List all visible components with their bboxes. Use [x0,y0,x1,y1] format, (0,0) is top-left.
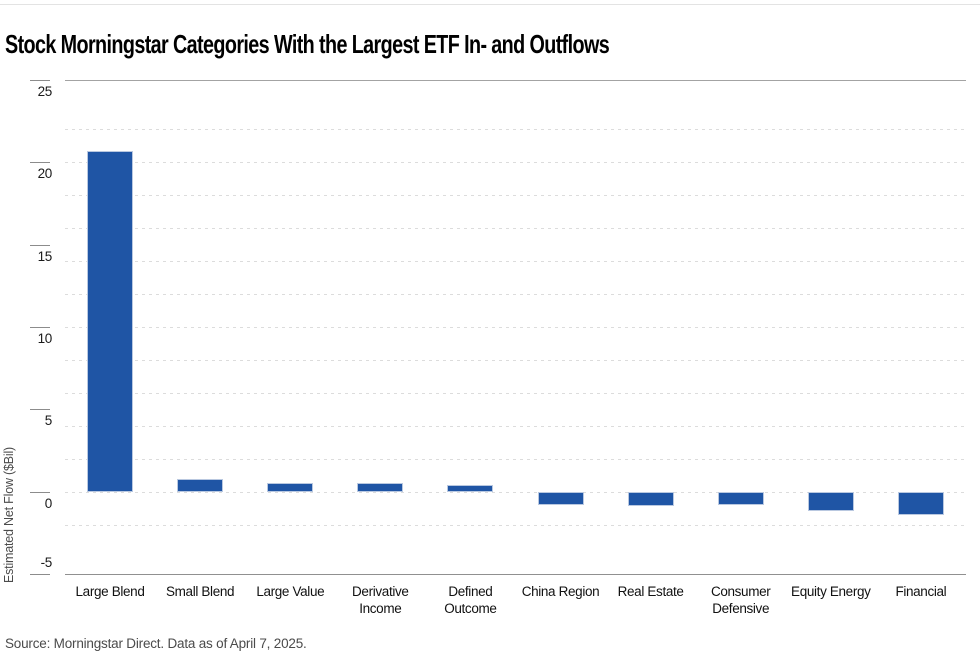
y-axis-tick [30,409,50,411]
minor-gridline [65,392,966,394]
category-label: Real Estate [617,584,684,599]
y-tick-label: 15 [37,248,53,264]
bar-small-blend [177,478,224,492]
minor-gridline [65,294,966,296]
source-note: Source: Morningstar Direct. Data as of A… [5,636,307,651]
minor-gridline [65,425,966,427]
category-label: Consumer Defensive [710,584,771,616]
y-axis-tick [30,574,50,575]
y-tick-label: 20 [37,166,53,182]
bar-china-region [537,491,584,505]
bar-derivative-income [357,483,404,492]
y-axis-tick [30,491,50,493]
y-axis-tick [30,162,50,164]
category-label: Equity Energy [791,584,871,599]
category-label: Small Blend [166,584,235,599]
category-label: China Region [521,584,600,599]
minor-gridline [65,129,966,131]
bar-equity-energy [807,491,854,512]
top-divider [0,4,980,5]
y-axis-tick [30,244,50,246]
x-axis-line [65,574,966,575]
minor-gridline [65,524,966,526]
bar-consumer-defensive [717,491,764,505]
minor-gridline [65,327,966,328]
y-tick-label: -5 [40,555,53,570]
page-title: Stock Morningstar Categories With the La… [5,29,610,59]
bar-large-blend [87,150,133,492]
y-axis-title: Estimated Net Flow ($Bil) [2,446,16,583]
bar-defined-outcome [447,485,494,492]
minor-gridline [65,162,966,164]
y-axis-tick [30,80,50,81]
y-tick-label: 10 [37,331,53,346]
minor-gridline [65,491,966,493]
minor-gridline [65,195,966,197]
plot-top-rule [65,80,966,81]
bar-financial [897,491,944,515]
minor-gridline [65,228,966,230]
y-tick-label: 25 [37,84,53,99]
category-label: Derivative Income [352,584,409,616]
y-tick-label: 0 [44,495,53,511]
minor-gridline [65,261,966,263]
minor-gridline [65,359,966,361]
category-label: Defined Outcome [444,584,497,616]
category-label: Financial [895,584,947,599]
minor-gridline [65,458,966,460]
bar-large-value [267,483,314,492]
category-label: Large Value [256,584,325,599]
y-axis-tick [30,327,50,328]
bar-real-estate [627,491,674,507]
y-tick-label: 5 [44,413,53,429]
category-label: Large Blend [75,584,145,599]
